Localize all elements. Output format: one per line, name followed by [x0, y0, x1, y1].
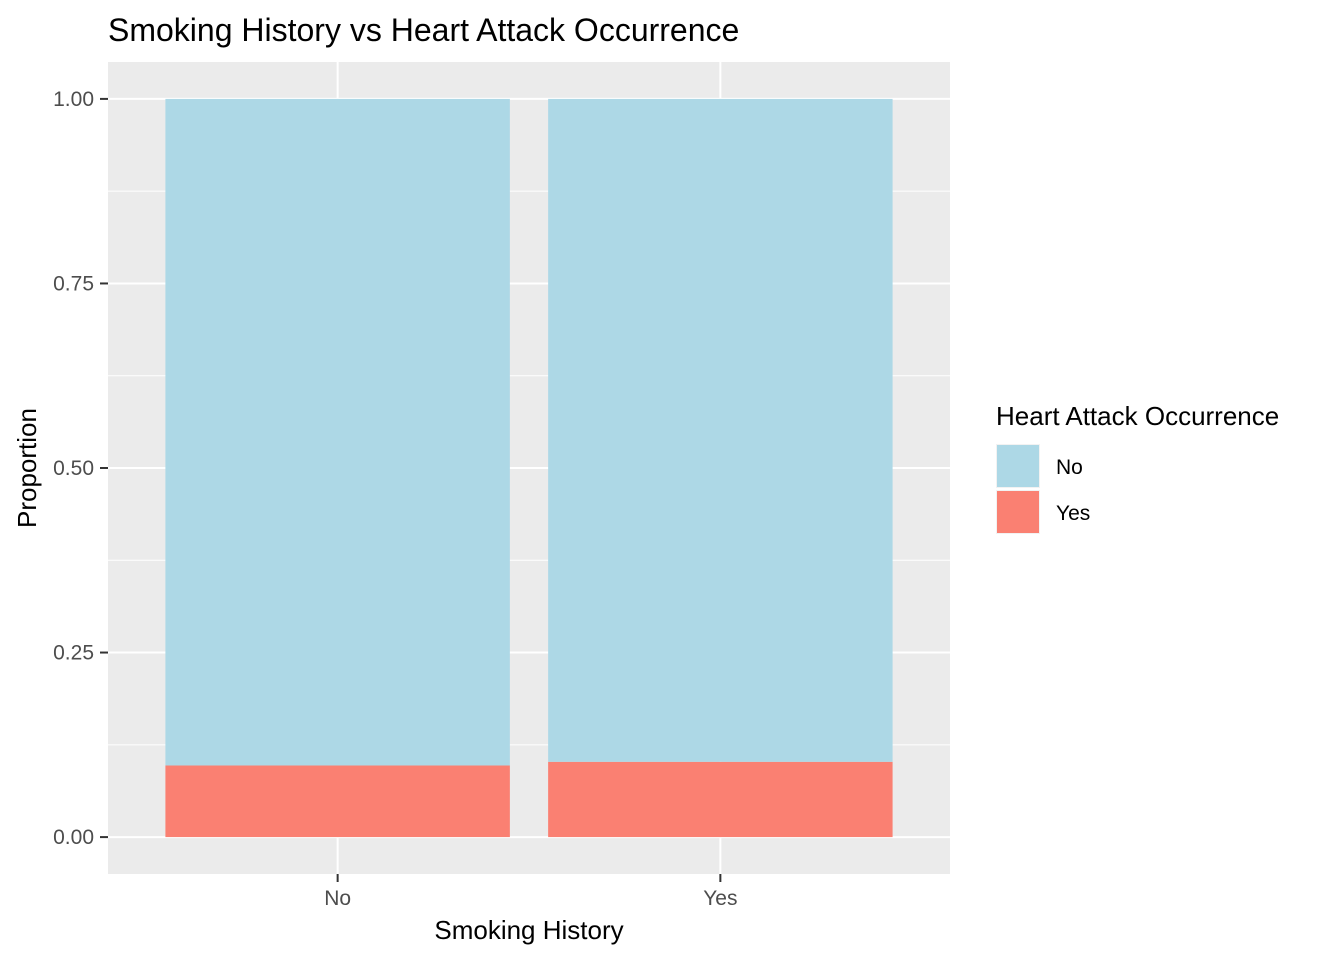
- y-tick-label: 0.25: [53, 642, 94, 665]
- y-tick-label: 0.50: [53, 457, 94, 480]
- legend-label-no: No: [1056, 456, 1083, 479]
- x-axis-title: Smoking History: [434, 915, 623, 945]
- bar-no-no: [165, 98, 510, 766]
- legend-title: Heart Attack Occurrence: [996, 401, 1279, 431]
- x-tick-label: Yes: [703, 887, 737, 910]
- bar-no-yes: [165, 765, 510, 838]
- x-axis: No Yes: [324, 874, 737, 910]
- y-axis: 0.00 0.25 0.50 0.75 1.00: [53, 88, 108, 849]
- legend: Heart Attack Occurrence No Yes: [996, 401, 1279, 534]
- y-axis-title: Proportion: [12, 408, 42, 528]
- y-tick-label: 0.75: [53, 272, 94, 295]
- legend-swatch-yes: [997, 491, 1039, 533]
- legend-swatch-no: [997, 445, 1039, 487]
- legend-label-yes: Yes: [1056, 502, 1090, 525]
- chart-title: Smoking History vs Heart Attack Occurren…: [108, 12, 739, 48]
- y-tick-label: 1.00: [53, 88, 94, 111]
- bar-yes-no: [548, 98, 893, 762]
- x-tick-label: No: [324, 887, 351, 910]
- y-tick-label: 0.00: [53, 826, 94, 849]
- bar-yes-yes: [548, 761, 893, 838]
- bar-layer: [165, 98, 893, 838]
